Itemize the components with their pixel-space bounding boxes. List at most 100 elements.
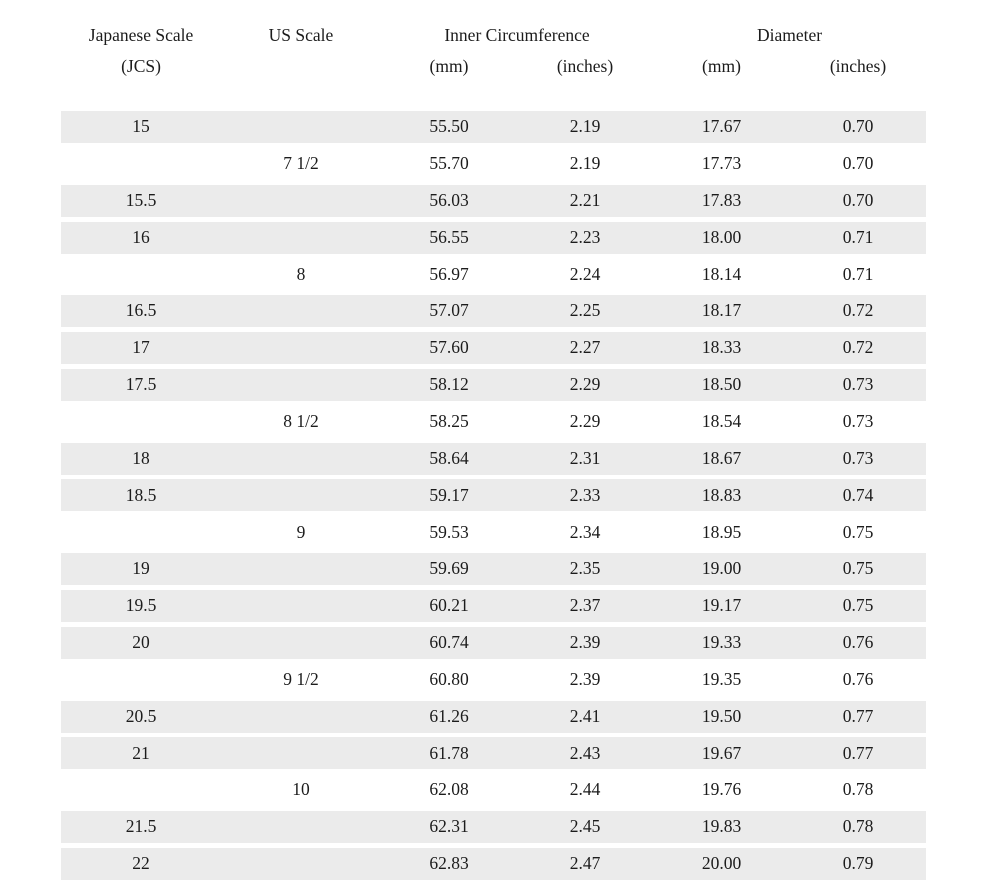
- cell-diameter-mm: 18.17: [701, 300, 742, 321]
- table-row: 15 55.50 2.19 17.67 0.70: [61, 111, 926, 143]
- cell-inner-circumference-mm: 57.07: [429, 300, 469, 321]
- header-ic-inches: (inches): [556, 55, 614, 76]
- table-row: 21 61.78 2.43 19.67 0.77: [61, 737, 926, 770]
- ring-size-table: Japanese Scale US Scale Inner Circumfere…: [61, 0, 926, 885]
- cell-inner-circumference-mm: 59.69: [429, 558, 469, 579]
- cell-inner-circumference-inches: 2.39: [569, 668, 601, 689]
- cell-diameter-inches: 0.70: [842, 153, 874, 174]
- table-row: 16.5 57.07 2.25 18.17 0.72: [61, 295, 926, 328]
- cell-diameter-inches: 0.71: [842, 226, 874, 247]
- cell-jcs-size: 19.5: [125, 595, 157, 616]
- table-row: 16 56.55 2.23 18.00 0.71: [61, 221, 926, 254]
- header-row-units: (JCS) (mm) (inches) (mm) (inches): [61, 51, 926, 82]
- cell-inner-circumference-inches: 2.44: [569, 779, 601, 800]
- cell-inner-circumference-mm: 55.50: [429, 116, 469, 137]
- table-row: 10 62.08 2.44 19.76 0.78: [61, 774, 926, 806]
- cell-diameter-mm: 18.83: [701, 484, 742, 505]
- cell-inner-circumference-inches: 2.25: [569, 300, 601, 321]
- cell-inner-circumference-mm: 62.83: [429, 853, 469, 874]
- cell-inner-circumference-mm: 60.21: [429, 595, 469, 616]
- table-row: 8 56.97 2.24 18.14 0.71: [61, 258, 926, 290]
- cell-inner-circumference-mm: 57.60: [429, 337, 469, 358]
- header-us-scale: US Scale: [268, 24, 334, 45]
- cell-inner-circumference-inches: 2.21: [569, 189, 601, 210]
- cell-inner-circumference-mm: 58.12: [429, 374, 469, 395]
- cell-inner-circumference-inches: 2.24: [569, 263, 601, 284]
- cell-inner-circumference-inches: 2.33: [569, 484, 601, 505]
- cell-us-size: 8 1/2: [283, 411, 319, 431]
- table-row: 19 59.69 2.35 19.00 0.75: [61, 553, 926, 586]
- cell-diameter-mm: 19.50: [701, 705, 742, 726]
- cell-diameter-inches: 0.75: [842, 558, 874, 579]
- cell-inner-circumference-mm: 56.03: [429, 189, 469, 210]
- table-body: 15 55.50 2.19 17.67 0.70 7 1/2 55.70 2.1…: [61, 111, 926, 880]
- cell-inner-circumference-mm: 56.97: [429, 263, 469, 284]
- cell-inner-circumference-inches: 2.31: [569, 447, 601, 468]
- cell-inner-circumference-inches: 2.43: [569, 742, 601, 763]
- cell-inner-circumference-inches: 2.41: [569, 705, 601, 726]
- header-d-inches: (inches): [829, 55, 887, 76]
- cell-diameter-inches: 0.73: [842, 447, 874, 468]
- table-row: 7 1/2 55.70 2.19 17.73 0.70: [61, 148, 926, 180]
- header-diameter: Diameter: [756, 24, 823, 45]
- cell-diameter-mm: 17.73: [701, 153, 742, 174]
- cell-diameter-inches: 0.76: [842, 632, 874, 653]
- table-row: 22 62.83 2.47 20.00 0.79: [61, 847, 926, 880]
- cell-jcs-size: 21: [132, 742, 150, 763]
- table-row: 20.5 61.26 2.41 19.50 0.77: [61, 700, 926, 733]
- cell-diameter-inches: 0.79: [842, 853, 874, 874]
- table-row: 15.5 56.03 2.21 17.83 0.70: [61, 184, 926, 217]
- table-row: 17 57.60 2.27 18.33 0.72: [61, 332, 926, 365]
- table-row: 8 1/2 58.25 2.29 18.54 0.73: [61, 406, 926, 438]
- cell-jcs-size: 20: [132, 632, 150, 653]
- cell-diameter-inches: 0.70: [842, 189, 874, 210]
- cell-us-size: 9 1/2: [283, 668, 319, 689]
- cell-inner-circumference-mm: 55.70: [429, 153, 469, 174]
- cell-diameter-inches: 0.71: [842, 263, 874, 284]
- cell-jcs-size: 17.5: [125, 374, 157, 395]
- table-row: 18.5 59.17 2.33 18.83 0.74: [61, 479, 926, 512]
- cell-diameter-mm: 19.67: [701, 742, 742, 763]
- cell-diameter-mm: 20.00: [701, 853, 742, 874]
- cell-diameter-mm: 18.50: [701, 374, 742, 395]
- cell-jcs-size: 18: [132, 447, 150, 468]
- cell-inner-circumference-inches: 2.37: [569, 595, 601, 616]
- table-row: 9 59.53 2.34 18.95 0.75: [61, 516, 926, 548]
- cell-diameter-mm: 18.67: [701, 447, 742, 468]
- cell-jcs-size: 17: [132, 337, 150, 358]
- table-row: 9 1/2 60.80 2.39 19.35 0.76: [61, 664, 926, 696]
- cell-inner-circumference-mm: 61.78: [429, 742, 469, 763]
- cell-inner-circumference-inches: 2.27: [569, 337, 601, 358]
- header-jcs-abbrev: (JCS): [121, 55, 161, 76]
- cell-diameter-mm: 17.67: [701, 116, 742, 137]
- table-row: 20 60.74 2.39 19.33 0.76: [61, 626, 926, 659]
- cell-diameter-mm: 19.35: [701, 668, 742, 689]
- cell-diameter-mm: 18.54: [701, 411, 742, 431]
- cell-us-size: 8: [296, 263, 306, 284]
- cell-diameter-inches: 0.75: [842, 521, 874, 542]
- cell-diameter-mm: 19.17: [701, 595, 742, 616]
- cell-jcs-size: 22: [132, 853, 150, 874]
- table-row: 17.5 58.12 2.29 18.50 0.73: [61, 368, 926, 401]
- cell-diameter-inches: 0.77: [842, 705, 874, 726]
- cell-jcs-size: 15: [132, 116, 150, 137]
- cell-inner-circumference-mm: 58.64: [429, 447, 469, 468]
- cell-inner-circumference-inches: 2.47: [569, 853, 601, 874]
- header-ic-mm: (mm): [429, 55, 469, 76]
- header-row-titles: Japanese Scale US Scale Inner Circumfere…: [61, 20, 926, 51]
- cell-inner-circumference-mm: 60.74: [429, 632, 469, 653]
- header-japanese-scale: Japanese Scale: [88, 24, 194, 45]
- cell-jcs-size: 18.5: [125, 484, 157, 505]
- cell-jcs-size: 21.5: [125, 816, 157, 837]
- cell-diameter-mm: 19.76: [701, 779, 742, 800]
- cell-diameter-inches: 0.76: [842, 668, 874, 689]
- cell-diameter-mm: 19.83: [701, 816, 742, 837]
- cell-inner-circumference-inches: 2.29: [569, 411, 601, 431]
- table-header: Japanese Scale US Scale Inner Circumfere…: [61, 0, 926, 82]
- table-row: 21.5 62.31 2.45 19.83 0.78: [61, 811, 926, 844]
- table-row: 19.5 60.21 2.37 19.17 0.75: [61, 589, 926, 622]
- cell-inner-circumference-mm: 61.26: [429, 705, 469, 726]
- cell-inner-circumference-mm: 59.17: [429, 484, 469, 505]
- cell-jcs-size: 15.5: [125, 189, 157, 210]
